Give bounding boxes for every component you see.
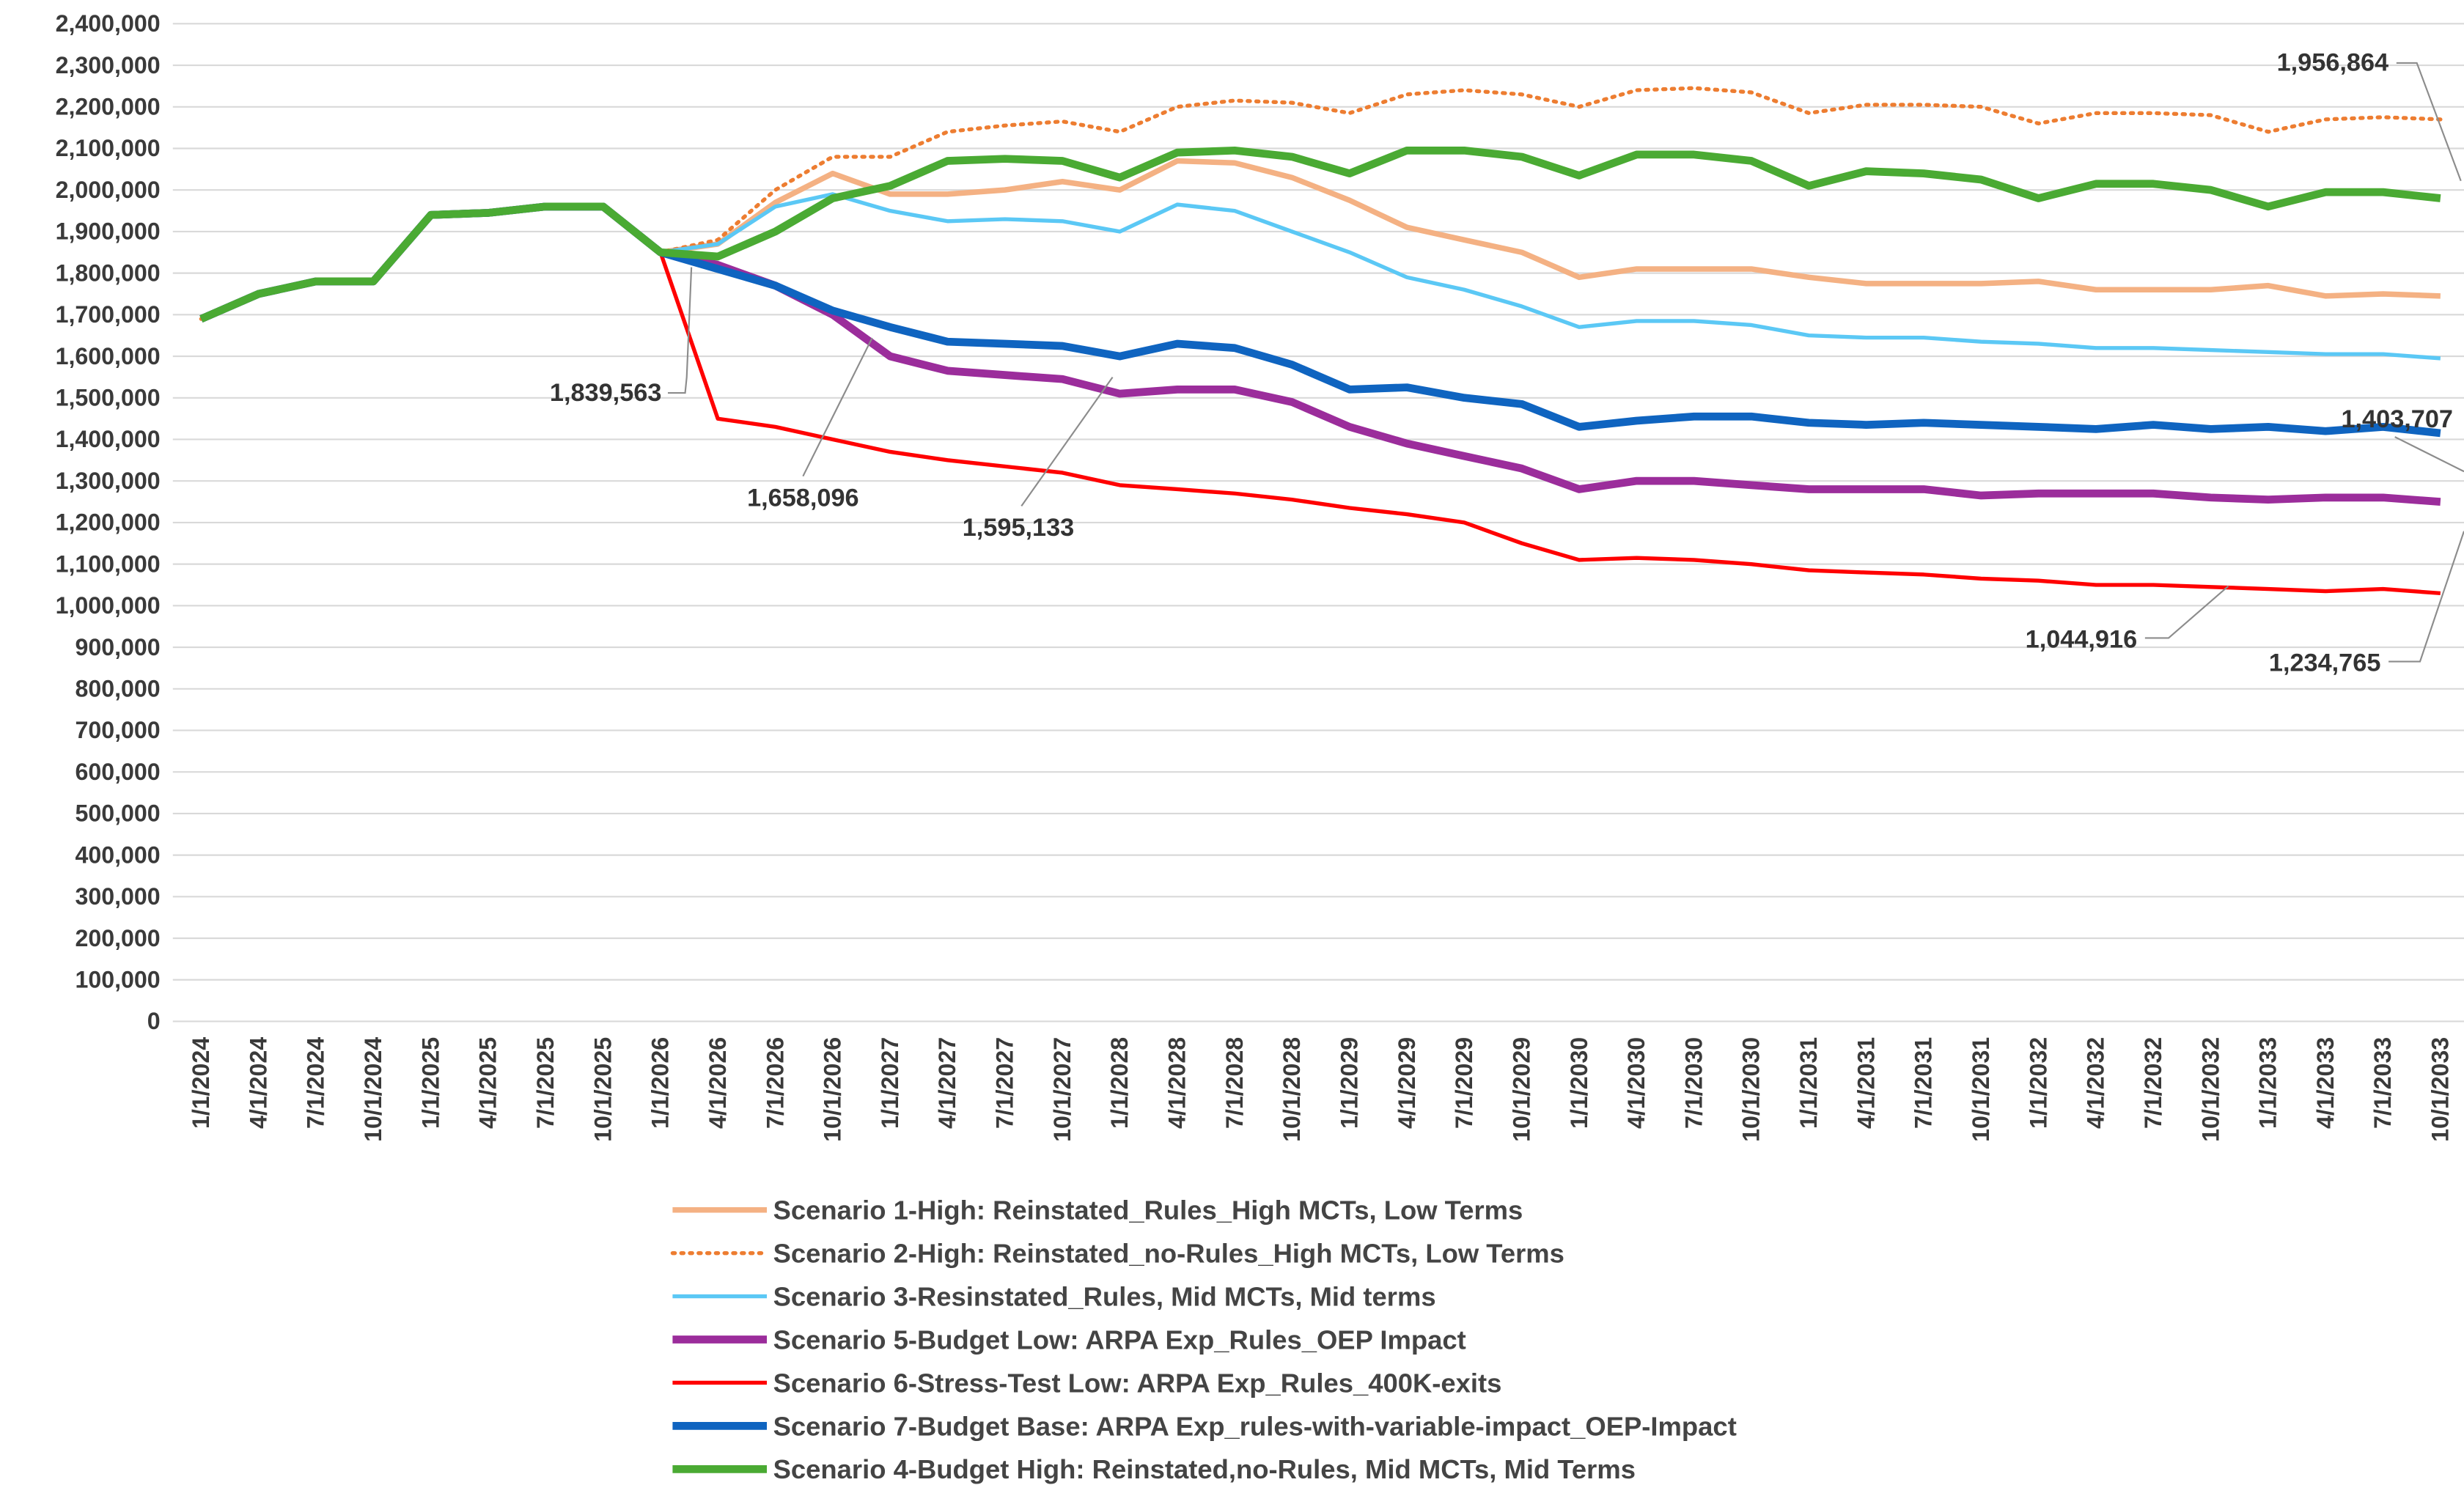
annotation: 1,839,563	[550, 379, 662, 407]
y-tick-label: 0	[147, 1008, 161, 1034]
x-tick-label: 1/1/2025	[417, 1037, 444, 1129]
y-tick-label: 1,200,000	[56, 509, 161, 536]
x-tick-label: 4/1/2026	[705, 1037, 731, 1129]
x-tick-label: 10/1/2030	[1738, 1037, 1765, 1142]
x-tick-label: 4/1/2033	[2312, 1037, 2339, 1129]
x-tick-label: 10/1/2032	[2197, 1037, 2224, 1142]
y-tick-label: 2,100,000	[56, 135, 161, 161]
y-tick-label: 2,200,000	[56, 93, 161, 119]
y-tick-label: 300,000	[75, 883, 160, 910]
x-tick-label: 4/1/2025	[475, 1037, 501, 1129]
x-tick-label: 7/1/2032	[2140, 1037, 2166, 1129]
series-line	[200, 192, 2441, 361]
y-tick-label: 2,300,000	[56, 52, 161, 78]
y-tick-label: 1,000,000	[56, 592, 161, 619]
y-tick-label: 200,000	[75, 925, 160, 951]
y-tick-label: 1,600,000	[56, 343, 161, 369]
x-tick-label: 10/1/2028	[1279, 1037, 1305, 1142]
leader-line	[2394, 436, 2464, 473]
x-tick-label: 1/1/2031	[1795, 1037, 1822, 1129]
annotation: 1,044,916	[2026, 625, 2138, 653]
x-tick-label: 4/1/2028	[1164, 1037, 1191, 1129]
x-tick-label: 1/1/2033	[2255, 1037, 2281, 1129]
x-tick-label: 1/1/2026	[647, 1037, 674, 1129]
x-tick-label: 4/1/2031	[1853, 1037, 1879, 1129]
x-tick-label: 4/1/2027	[934, 1037, 960, 1129]
x-tick-label: 7/1/2031	[1910, 1037, 1937, 1129]
x-tick-label: 4/1/2030	[1623, 1037, 1650, 1129]
x-tick-label: 4/1/2024	[245, 1037, 271, 1129]
y-tick-label: 2,000,000	[56, 177, 161, 203]
x-tick-label: 10/1/2025	[589, 1037, 616, 1142]
leader-line	[2396, 62, 2462, 182]
y-tick-label: 1,300,000	[56, 468, 161, 494]
y-tick-label: 900,000	[75, 634, 160, 660]
x-tick-label: 10/1/2033	[2427, 1037, 2454, 1142]
x-tick-label: 1/1/2028	[1106, 1037, 1133, 1129]
x-tick-label: 10/1/2029	[1508, 1037, 1534, 1142]
leader-line	[2388, 531, 2464, 663]
y-tick-label: 2,400,000	[56, 10, 161, 37]
x-tick-label: 10/1/2024	[360, 1037, 386, 1142]
y-tick-label: 1,400,000	[56, 426, 161, 452]
x-tick-label: 4/1/2029	[1394, 1037, 1420, 1129]
annotation: 1,956,864	[2277, 49, 2389, 77]
x-tick-label: 7/1/2027	[992, 1037, 1018, 1129]
y-tick-label: 400,000	[75, 841, 160, 868]
series-line	[199, 146, 2441, 323]
y-tick-label: 600,000	[75, 759, 160, 785]
x-tick-label: 7/1/2033	[2369, 1037, 2396, 1129]
x-tick-label: 1/1/2030	[1566, 1037, 1592, 1129]
series-line	[199, 202, 2441, 506]
x-tick-label: 1/1/2027	[877, 1037, 903, 1129]
series-line	[199, 86, 2443, 321]
y-tick-label: 500,000	[75, 800, 160, 827]
x-tick-label: 10/1/2031	[1968, 1037, 1994, 1142]
legend-label: Scenario 7-Budget Base: ARPA Exp_rules-w…	[773, 1411, 1737, 1441]
legend-label: Scenario 3-Resinstated_Rules, Mid MCTs, …	[773, 1281, 1436, 1311]
x-tick-label: 7/1/2026	[762, 1037, 788, 1129]
y-tick-label: 800,000	[75, 675, 160, 701]
series-line	[200, 204, 2441, 596]
x-tick-label: 7/1/2028	[1221, 1037, 1248, 1129]
leader-line	[2144, 585, 2229, 639]
leader-line	[667, 267, 693, 394]
annotation: 1,403,707	[2341, 405, 2453, 433]
y-tick-label: 1,900,000	[56, 218, 161, 245]
x-tick-label: 7/1/2024	[303, 1037, 329, 1129]
leader-line	[802, 337, 873, 477]
x-tick-label: 1/1/2029	[1336, 1037, 1362, 1129]
annotation: 1,658,096	[747, 484, 859, 512]
y-tick-label: 1,800,000	[56, 259, 161, 286]
y-tick-label: 1,500,000	[56, 384, 161, 410]
x-tick-label: 1/1/2032	[2025, 1037, 2051, 1129]
legend-label: Scenario 2-High: Reinstated_no-Rules_Hig…	[773, 1238, 1564, 1268]
x-tick-label: 1/1/2024	[188, 1037, 214, 1129]
y-tick-label: 700,000	[75, 717, 160, 743]
x-tick-label: 7/1/2029	[1451, 1037, 1477, 1129]
annotation: 1,234,765	[2269, 649, 2381, 677]
x-tick-label: 7/1/2030	[1680, 1037, 1707, 1129]
legend-label: Scenario 4-Budget High: Reinstated,no-Ru…	[773, 1454, 1636, 1484]
x-tick-label: 7/1/2025	[532, 1037, 559, 1129]
y-tick-label: 100,000	[75, 966, 160, 992]
x-tick-label: 10/1/2027	[1049, 1037, 1075, 1142]
x-tick-label: 4/1/2032	[2083, 1037, 2109, 1129]
legend-label: Scenario 6-Stress-Test Low: ARPA Exp_Rul…	[773, 1368, 1502, 1398]
annotation: 1,595,133	[963, 514, 1075, 542]
x-tick-label: 10/1/2026	[820, 1037, 846, 1142]
y-tick-label: 1,100,000	[56, 550, 161, 577]
y-tick-label: 1,700,000	[56, 301, 161, 328]
legend-label: Scenario 5-Budget Low: ARPA Exp_Rules_OE…	[773, 1324, 1466, 1355]
leader-line	[1020, 377, 1114, 507]
legend-label: Scenario 1-High: Reinstated_Rules_High M…	[773, 1195, 1523, 1226]
